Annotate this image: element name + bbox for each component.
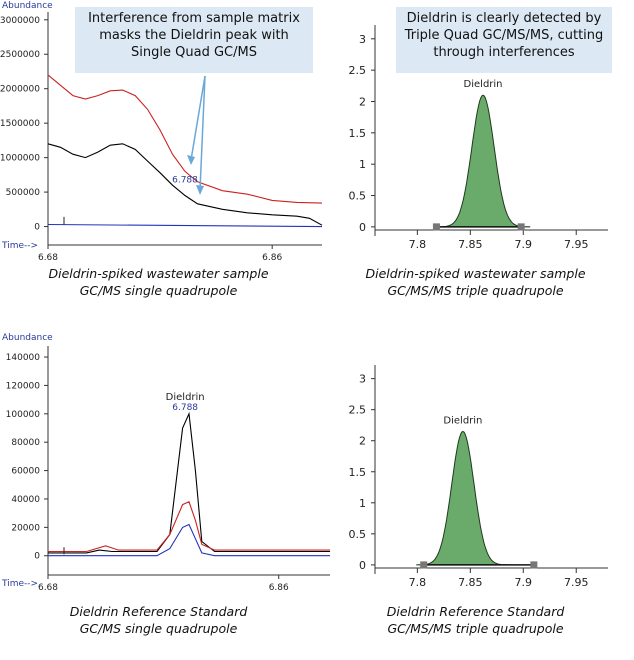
peak-area [435, 94, 531, 228]
y-tick-label: 1500000 [0, 119, 40, 129]
y-tick-label: 2 [359, 95, 366, 108]
y-tick-label: 120000 [6, 381, 41, 391]
y-tick-label: 0 [359, 221, 366, 234]
integration-marker [432, 223, 440, 231]
peak-label: Dieldrin [464, 79, 503, 90]
x-tick-label: 6.86 [269, 583, 289, 593]
series-line-black [48, 411, 330, 554]
series-line-red [47, 74, 323, 204]
y-tick-label: 0.5 [349, 190, 367, 203]
caption-top-left: Dieldrin-spiked wastewater sample GC/MS … [0, 265, 317, 299]
x-tick-label: 6.68 [38, 583, 58, 593]
x-tick-label: 7.95 [564, 576, 589, 589]
caption-bottom-left: Dieldrin Reference Standard GC/MS single… [0, 603, 317, 637]
callout-arrow [199, 75, 206, 191]
y-tick-label: 2000000 [0, 85, 40, 95]
y-axis-label: Abundance [2, 333, 53, 343]
y-tick-label: 0.5 [349, 528, 367, 541]
callout-left: Interference from sample matrix masks th… [75, 7, 313, 73]
x-tick-label: 7.9 [515, 238, 533, 251]
caption-line-1: Dieldrin-spiked wastewater sample [48, 266, 269, 281]
y-tick-label: 1 [359, 158, 366, 171]
y-tick-label: 140000 [6, 353, 41, 363]
y-tick-label: 20000 [11, 523, 40, 533]
y-tick-label: 100000 [6, 410, 41, 420]
integration-marker [420, 561, 428, 569]
series-line-black [47, 143, 323, 226]
x-tick-label: 6.68 [38, 253, 58, 263]
y-tick-label: 0 [359, 559, 366, 572]
y-tick-label: 2.5 [349, 404, 367, 417]
y-tick-label: 3000000 [0, 16, 40, 26]
series-line-blue [47, 223, 323, 228]
y-tick-label: 1000000 [0, 154, 40, 164]
x-axis-label: Time--> [1, 241, 38, 251]
integration-marker [517, 223, 525, 231]
integration-marker [530, 561, 538, 569]
caption-line-1: Dieldrin-spiked wastewater sample [365, 266, 586, 281]
y-tick-label: 60000 [11, 467, 40, 477]
retention-time-label: 6.788 [172, 403, 198, 413]
y-tick-label: 3 [359, 373, 366, 386]
y-axis-label: Abundance [2, 1, 53, 11]
y-tick-label: 0 [34, 552, 40, 562]
y-tick-label: 500000 [6, 188, 41, 198]
y-tick-label: 1.5 [349, 466, 367, 479]
caption-line-2: GC/MS/MS triple quadrupole [387, 283, 564, 298]
y-tick-label: 40000 [11, 495, 40, 505]
caption-line-2: GC/MS/MS triple quadrupole [387, 621, 564, 636]
x-tick-label: 7.8 [409, 238, 427, 251]
callout-arrow [190, 75, 206, 161]
x-tick-label: 7.85 [458, 576, 483, 589]
caption-bottom-right: Dieldrin Reference Standard GC/MS/MS tri… [317, 603, 634, 637]
caption-line-2: GC/MS single quadrupole [79, 283, 238, 298]
callout-right: Dieldrin is clearly detected by Triple Q… [396, 7, 612, 73]
y-tick-label: 80000 [11, 438, 40, 448]
retention-time-label: 6.788 [172, 176, 198, 186]
x-axis-label: Time--> [1, 579, 38, 589]
caption-line-2: GC/MS single quadrupole [79, 621, 238, 636]
callout-arrowhead [196, 185, 204, 195]
peak-label: Dieldrin [166, 392, 205, 403]
y-tick-label: 1.5 [349, 127, 367, 140]
series-line-red [48, 501, 330, 553]
y-tick-label: 2 [359, 435, 366, 448]
x-tick-label: 6.86 [262, 253, 282, 263]
caption-line-1: Dieldrin Reference Standard [69, 604, 248, 619]
x-tick-label: 7.95 [564, 238, 589, 251]
x-tick-label: 7.8 [409, 576, 427, 589]
x-tick-label: 7.9 [515, 576, 533, 589]
x-tick-label: 7.85 [458, 238, 483, 251]
caption-top-right: Dieldrin-spiked wastewater sample GC/MS/… [317, 265, 634, 299]
y-tick-label: 0 [34, 223, 40, 233]
y-tick-label: 1 [359, 497, 366, 510]
y-tick-label: 2.5 [349, 64, 367, 77]
caption-line-1: Dieldrin Reference Standard [386, 604, 565, 619]
series-line-blue [48, 523, 330, 557]
y-tick-label: 3 [359, 33, 366, 46]
peak-area [416, 430, 510, 566]
callout-arrowhead [187, 155, 195, 165]
y-tick-label: 2500000 [0, 50, 40, 60]
peak-label: Dieldrin [443, 415, 482, 426]
